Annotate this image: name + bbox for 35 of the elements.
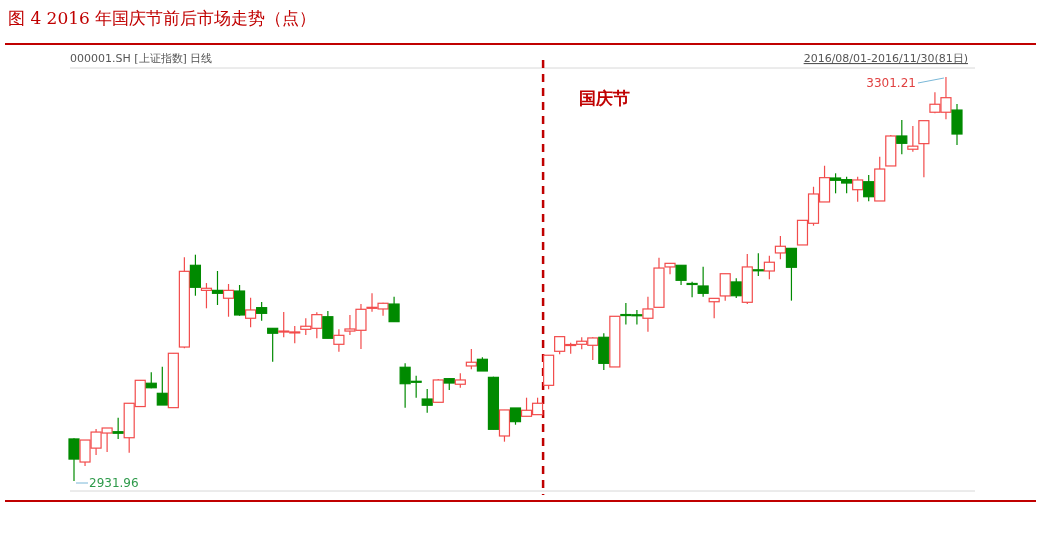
candlestick [333, 328, 345, 353]
candlestick [918, 120, 930, 178]
candlestick [256, 301, 268, 322]
candlestick [752, 252, 764, 277]
candlestick [719, 273, 731, 302]
candlestick [211, 270, 224, 306]
candlestick [200, 282, 213, 309]
candlestick [189, 254, 202, 297]
candlestick [421, 388, 433, 414]
candlestick [675, 264, 687, 286]
annotation: 国庆节 [579, 88, 631, 108]
candlestick [951, 103, 963, 146]
candlestick [774, 235, 786, 260]
candlestick [156, 366, 168, 406]
candlestick [245, 297, 257, 328]
chart-subtitle: 000001.SH [上证指数] 日线 [70, 52, 213, 65]
candlestick [763, 255, 775, 280]
candlestick [322, 310, 334, 339]
chart-title: 图 4 2016 年国庆节前后市场走势（点） [8, 8, 317, 28]
candlestick [896, 119, 908, 155]
candlestick [267, 327, 279, 363]
candlestick [730, 277, 742, 299]
candlestick [785, 247, 798, 302]
candlestick [222, 283, 235, 318]
annotation: 2931.96 [89, 476, 139, 490]
candlestick [112, 417, 124, 440]
candlestick [465, 348, 477, 370]
candlestick [863, 174, 875, 202]
candlestick [852, 176, 864, 203]
text: 2016/08/01-2016/11/30(81日) [803, 52, 968, 65]
annotation: 3301.21 [866, 76, 916, 90]
candlestick [68, 437, 80, 482]
candlestick [907, 125, 919, 153]
candlestick [388, 296, 400, 323]
candlestick [233, 284, 246, 317]
